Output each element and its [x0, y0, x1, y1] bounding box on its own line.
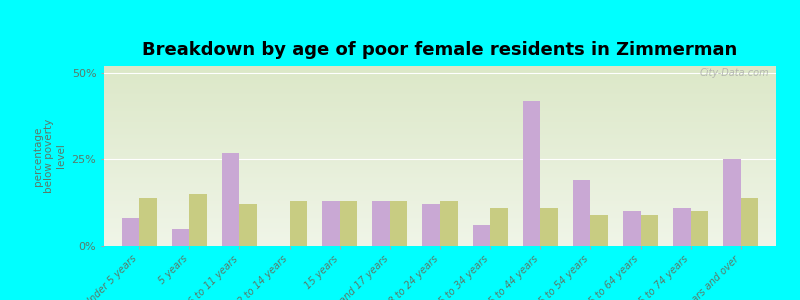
- Bar: [139, 197, 157, 246]
- Text: City-Data.com: City-Data.com: [700, 68, 770, 78]
- Bar: [490, 208, 508, 246]
- Bar: [690, 212, 708, 246]
- Bar: [290, 201, 307, 246]
- Bar: [422, 205, 440, 246]
- Bar: [322, 201, 340, 246]
- Bar: [440, 201, 458, 246]
- Bar: [641, 215, 658, 246]
- Title: Breakdown by age of poor female residents in Zimmerman: Breakdown by age of poor female resident…: [142, 41, 738, 59]
- Bar: [172, 229, 190, 246]
- Bar: [390, 201, 407, 246]
- Bar: [623, 212, 641, 246]
- Bar: [340, 201, 358, 246]
- Bar: [522, 100, 540, 246]
- Bar: [741, 197, 758, 246]
- Bar: [372, 201, 390, 246]
- Bar: [473, 225, 490, 246]
- Bar: [573, 180, 590, 246]
- Bar: [122, 218, 139, 246]
- Bar: [190, 194, 207, 246]
- Bar: [673, 208, 690, 246]
- Bar: [723, 160, 741, 246]
- Y-axis label: percentage
below poverty
level: percentage below poverty level: [33, 119, 66, 193]
- Bar: [222, 152, 239, 246]
- Bar: [540, 208, 558, 246]
- Bar: [239, 205, 257, 246]
- Bar: [590, 215, 608, 246]
